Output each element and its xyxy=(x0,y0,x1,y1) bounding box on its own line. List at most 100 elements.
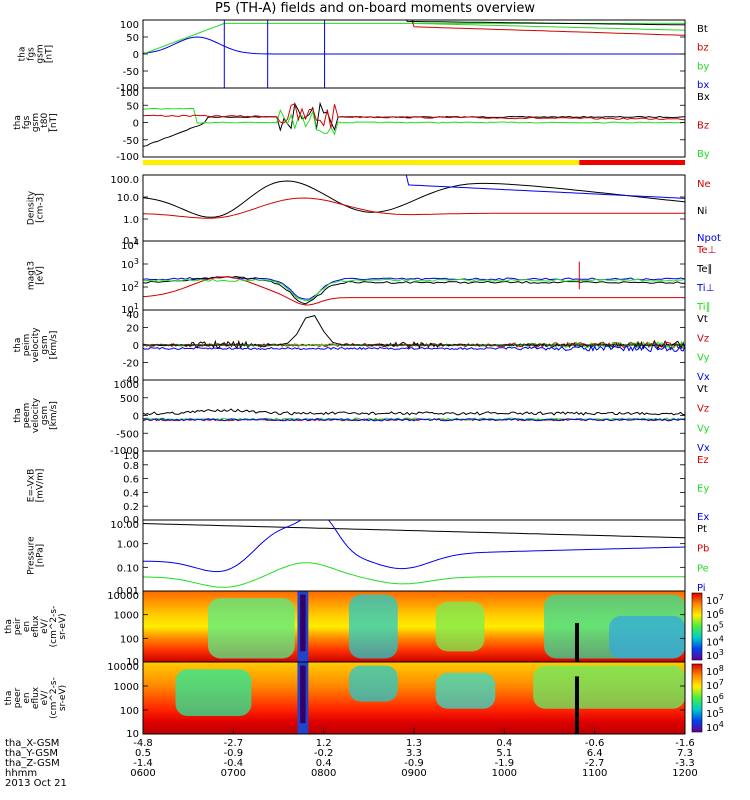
trace-vt xyxy=(143,408,685,416)
trace-pt xyxy=(143,523,685,539)
y-tick-label: 0 xyxy=(133,119,139,130)
legend-entry: Ti⊥ xyxy=(696,283,714,294)
y-axis-label-line: velocity xyxy=(31,397,41,433)
y-axis-label-line: E=-VxB xyxy=(27,469,37,503)
y-axis-label-line: sr-eV) xyxy=(58,685,68,711)
panel-frame xyxy=(142,379,686,452)
trace-bz xyxy=(143,103,685,129)
colorbar-tick-label: 107 xyxy=(706,593,724,607)
spectrogram-gap xyxy=(574,622,579,662)
spectrogram-patch xyxy=(609,615,685,659)
y-tick-label: -40 xyxy=(123,375,139,386)
panel-peim: 40 20 0 -20 -40 thapeimvelocitygsm[km/s] Vt Vz V… xyxy=(13,309,710,386)
spectrogram-patch xyxy=(208,598,295,659)
footer-row-value: 0900 xyxy=(401,768,426,779)
y-axis-label-line: sr-eV) xyxy=(58,613,68,639)
legend-entry: Bt xyxy=(697,24,708,35)
legend-entry: Ez xyxy=(697,455,709,466)
legend-entry: Pe xyxy=(697,563,709,574)
footer-row-value: 1.3 xyxy=(406,738,422,749)
y-tick-label: 10.0 xyxy=(117,193,139,204)
y-axis-label-line: [km/s] xyxy=(49,401,59,430)
spectrogram-column-core xyxy=(300,665,306,724)
trace-bx xyxy=(143,101,685,147)
spectrogram-gap xyxy=(574,676,579,734)
legend-entry: Ti∥ xyxy=(696,302,711,313)
colorbar-tick-label: 105 xyxy=(706,621,724,635)
y-tick-label: 1000 xyxy=(114,682,139,693)
footer-row-value: -2.7 xyxy=(224,738,244,749)
y-tick-label: 1000 xyxy=(114,611,139,622)
trace-bz xyxy=(411,20,685,36)
y-axis-label-line: (cm^2-s- xyxy=(49,606,59,648)
footer-row-value: 3.3 xyxy=(406,748,422,759)
y-axis-label-line: tha xyxy=(18,47,28,62)
footer-row-label: tha_X-GSM xyxy=(5,738,59,749)
legend-entry: Ey xyxy=(697,484,709,495)
y-axis-label-line: [nPa] xyxy=(36,544,46,567)
y-axis-label-line: (cm^2-s- xyxy=(49,677,59,719)
y-axis-label-line: gsm xyxy=(40,406,50,425)
trace-te-perp xyxy=(143,276,685,306)
y-tick-label: 0.4 xyxy=(123,488,139,499)
footer-row-value: 0700 xyxy=(221,768,246,779)
spectrogram-column-core xyxy=(300,594,306,652)
y-axis-label: thafgsgsm_t80[nT] xyxy=(13,112,59,133)
footer-row-label: hhmm xyxy=(5,768,37,779)
footer-date: 2013 Oct 21 xyxy=(5,778,67,789)
y-axis-label-line: eV/ xyxy=(40,690,50,706)
y-tick-label: 0.2 xyxy=(123,502,139,513)
y-axis-label-line: peir xyxy=(13,617,23,635)
panel-fgs_mgse-plot xyxy=(143,101,685,147)
trace-vx xyxy=(143,418,685,422)
plot-title: P5 (TH-A) fields and on-board moments ov… xyxy=(214,1,536,16)
trace-vx xyxy=(143,344,685,353)
y-axis-label-line: peer xyxy=(13,687,23,708)
y-axis-label-line: fgs xyxy=(22,115,32,129)
footer-row-value: 0.4 xyxy=(316,758,332,769)
footer-row-value: -4.8 xyxy=(133,738,153,749)
footer-row-value: -0.6 xyxy=(585,738,605,749)
colorbar-tick-label: 107 xyxy=(706,678,724,692)
y-axis-label: thapeirenefluxeV/(cm^2-s-sr-eV) xyxy=(4,606,68,648)
legend-entry: Vx xyxy=(697,443,710,454)
legend-entry: Vt xyxy=(697,314,708,325)
panel-density: 100.0 10.0 1.0 0.1 Density[cm-3] Ne Ni Npot xyxy=(27,160,721,247)
legend-entry: Pt xyxy=(697,524,707,535)
y-tick-label: 0 xyxy=(133,412,139,423)
colorbar-tick-label: 103 xyxy=(706,648,724,662)
y-axis-label: thapeemvelocitygsm[km/s] xyxy=(13,397,59,433)
panel-frame xyxy=(142,87,686,158)
y-tick-label: 10 xyxy=(126,729,139,740)
y-axis-label-line: peim xyxy=(22,334,32,357)
trace-vt-peak xyxy=(143,315,685,346)
y-axis-label-line: [nT] xyxy=(45,45,55,63)
footer-row-value: 7.3 xyxy=(677,748,693,759)
y-tick-label: 100.0 xyxy=(110,175,139,186)
y-tick-label: 0 xyxy=(133,50,139,61)
spectrogram-patch xyxy=(435,601,485,652)
y-axis-label-line: magt3 xyxy=(27,261,37,290)
colorbar-tick-label: 106 xyxy=(706,692,724,706)
legend-entry: bx xyxy=(697,80,709,91)
y-tick-label: 104 xyxy=(121,238,139,252)
y-tick-label: 100 xyxy=(120,634,139,645)
legend-entry: by xyxy=(697,61,709,72)
footer-row-label: tha_Z-GSM xyxy=(5,758,60,769)
trace-pe xyxy=(143,562,685,588)
y-tick-label: 10 xyxy=(126,657,139,668)
y-tick-label: 10000 xyxy=(107,662,139,673)
y-axis-label-line: velocity xyxy=(31,327,41,363)
footer-row-value: 0800 xyxy=(311,768,336,779)
colorbar-tick-label: 108 xyxy=(706,664,724,678)
spectrogram-patch xyxy=(435,672,496,709)
y-axis-label-line: en xyxy=(22,621,32,632)
legend-entry: bz xyxy=(697,43,709,54)
y-tick-label: 0.0 xyxy=(123,515,139,526)
panel-peim-plot xyxy=(143,315,685,353)
legend-entry: Bx xyxy=(697,92,710,103)
legend-entry: Ex xyxy=(697,512,709,523)
y-tick-label: 0.8 xyxy=(123,461,139,472)
